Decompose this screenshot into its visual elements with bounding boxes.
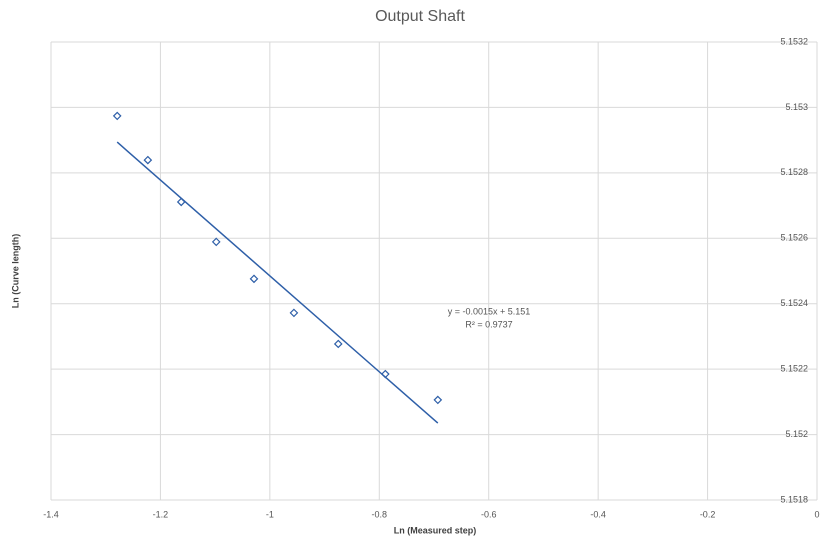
y-tick-label: 5.153 [785, 102, 808, 112]
y-tick-label: 5.1522 [780, 364, 808, 374]
y-tick-label: 5.1518 [780, 494, 808, 504]
y-axis-label: Ln (Curve length) [10, 234, 20, 309]
point [249, 274, 259, 284]
point [112, 111, 122, 121]
x-tick-label: -1.4 [43, 509, 59, 519]
trendline [116, 141, 439, 424]
x-axis-label: Ln (Measured step) [394, 525, 477, 535]
y-tick-label: 5.1526 [780, 233, 808, 243]
x-tick-label: -0.8 [372, 509, 388, 519]
point [433, 395, 443, 405]
point [289, 308, 299, 318]
x-tick-label: -1 [266, 509, 274, 519]
point [211, 237, 221, 247]
y-tick-label: 5.1528 [780, 167, 808, 177]
x-tick-label: -1.2 [153, 509, 169, 519]
trendline-r-squared: R² = 0.9737 [465, 319, 512, 329]
y-tick-label: 5.1524 [780, 298, 808, 308]
x-tick-label: -0.4 [590, 509, 606, 519]
x-tick-label: -0.2 [700, 509, 716, 519]
point [143, 155, 153, 165]
x-tick-label: -0.6 [481, 509, 497, 519]
y-tick-label: 5.1532 [780, 36, 808, 46]
y-tick-label: 5.152 [785, 429, 808, 439]
trendline-equation: y = -0.0015x + 5.151 [448, 306, 531, 316]
chart-title: Output Shaft [375, 8, 465, 25]
x-tick-label: 0 [814, 509, 819, 519]
point [333, 339, 343, 349]
